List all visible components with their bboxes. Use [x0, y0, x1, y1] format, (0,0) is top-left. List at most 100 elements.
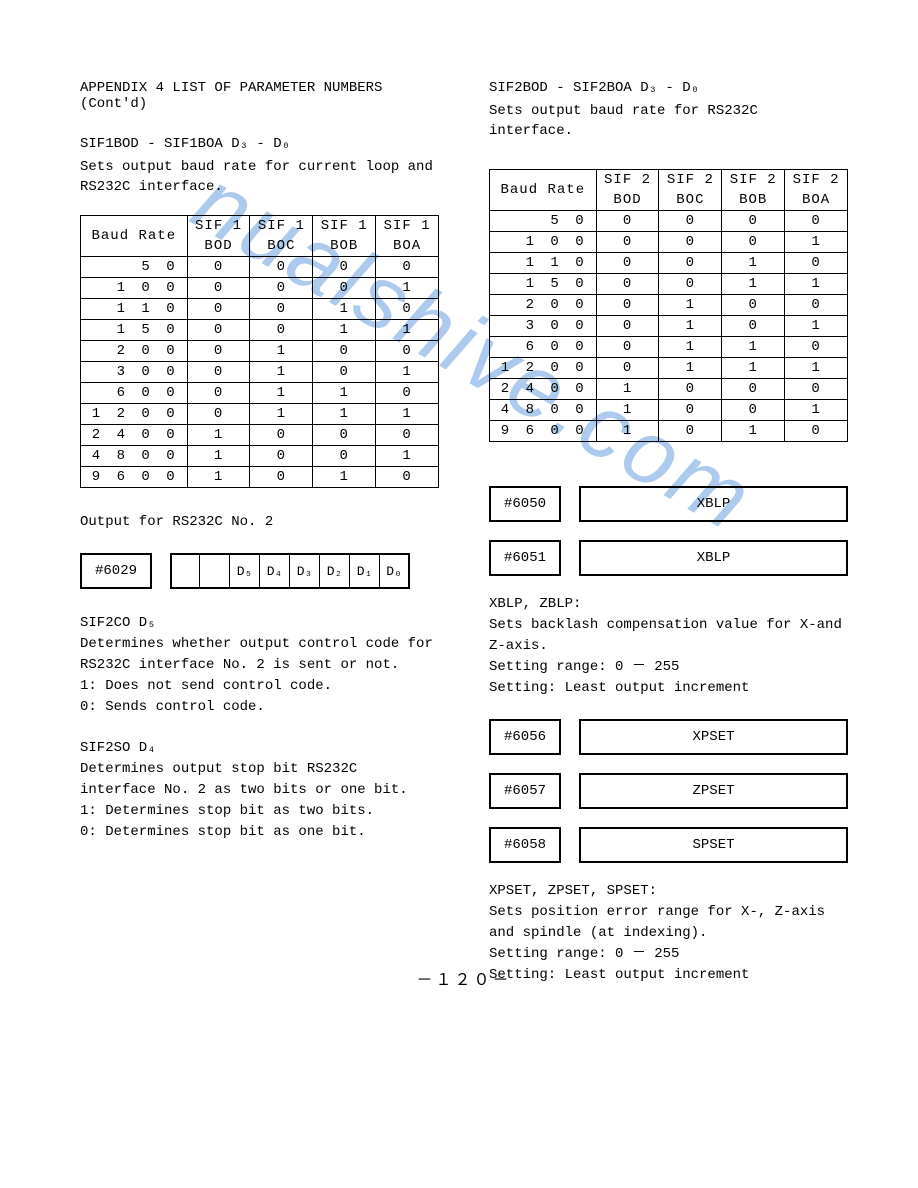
table-cell: 1: [313, 383, 376, 404]
table-cell: 1 5 0: [490, 274, 597, 295]
table-cell: 1: [596, 400, 659, 421]
table-cell: 0: [785, 211, 848, 232]
baud-table-1: Baud Rate SIF 1 SIF 1 SIF 1 SIF 1 BOD BO…: [80, 215, 439, 488]
table-cell: 0: [376, 341, 439, 362]
table-cell: 1: [785, 358, 848, 379]
table-cell: 1 2 0 0: [490, 358, 597, 379]
param-num: #6057: [489, 773, 561, 809]
table-cell: 1 1 0: [490, 253, 597, 274]
table-cell: 1: [376, 446, 439, 467]
pset-title: XPSET, ZPSET, SPSET:: [489, 881, 848, 902]
table-cell: 0: [376, 425, 439, 446]
table-cell: 0: [659, 400, 722, 421]
table-cell: 1 5 0: [81, 320, 188, 341]
table-cell: 0: [596, 211, 659, 232]
table-cell: 1: [659, 316, 722, 337]
table-header: BOD: [596, 190, 659, 211]
table-header: Baud Rate: [81, 216, 188, 257]
table-cell: 0: [313, 257, 376, 278]
table-cell: 0: [187, 299, 250, 320]
table-cell: 0: [187, 362, 250, 383]
table-cell: 1 2 0 0: [81, 404, 188, 425]
baud-table-2: Baud Rate SIF 2 SIF 2 SIF 2 SIF 2 BOD BO…: [489, 169, 848, 442]
table-cell: 0: [250, 320, 313, 341]
table-cell: 0: [187, 278, 250, 299]
param-block-6056: #6056 XPSET: [489, 719, 848, 755]
table-cell: 2 4 0 0: [81, 425, 188, 446]
sif2so-desc: Determines output stop bit RS232C interf…: [80, 759, 439, 801]
table-header: BOB: [722, 190, 785, 211]
table-cell: 0: [722, 316, 785, 337]
table-cell: 0: [187, 257, 250, 278]
param-num: #6058: [489, 827, 561, 863]
table-cell: 6 0 0: [81, 383, 188, 404]
param-block-6051: #6051 XBLP: [489, 540, 848, 576]
table-cell: 0: [785, 337, 848, 358]
param-label: XBLP: [579, 486, 848, 522]
table-cell: 1: [659, 295, 722, 316]
param-label: ZPSET: [579, 773, 848, 809]
table-cell: 0: [785, 421, 848, 442]
bit-cell: D₃: [290, 553, 320, 589]
bit-cell: D₄: [260, 553, 290, 589]
xblp-setting: Setting: Least output increment: [489, 678, 848, 699]
bit-row-6029: #6029 D₅D₄D₃D₂D₁D₀: [80, 553, 439, 589]
table-cell: 0: [313, 362, 376, 383]
sif2so-opt1: 1: Determines stop bit as two bits.: [80, 801, 439, 822]
table-cell: 0: [722, 295, 785, 316]
right-column: SIF2BOD - SIF2BOA D₃ - D₀ Sets output ba…: [489, 80, 848, 1006]
table-cell: 1: [596, 379, 659, 400]
table-header: BOC: [659, 190, 722, 211]
table-cell: 0: [659, 253, 722, 274]
table-cell: 1: [250, 404, 313, 425]
table-cell: 1: [722, 337, 785, 358]
table-cell: 1: [785, 316, 848, 337]
table-cell: 1: [596, 421, 659, 442]
table-cell: 9 6 0 0: [490, 421, 597, 442]
table-cell: 0: [376, 383, 439, 404]
table-header: SIF 2: [722, 170, 785, 191]
sif2so-block: SIF2SO D₄ Determines output stop bit RS2…: [80, 738, 439, 843]
table-cell: 1: [785, 232, 848, 253]
table-cell: 0: [596, 358, 659, 379]
sif2-title: SIF2BOD - SIF2BOA D₃ - D₀: [489, 80, 848, 96]
table-cell: 0: [250, 467, 313, 488]
sif2so-opt0: 0: Determines stop bit as one bit.: [80, 822, 439, 843]
table-cell: 0: [250, 257, 313, 278]
sif1-desc: Sets output baud rate for current loop a…: [80, 158, 439, 197]
table-header: SIF 1: [187, 216, 250, 237]
table-cell: 0: [313, 425, 376, 446]
table-cell: 0: [785, 379, 848, 400]
page-number: －１２０－: [80, 966, 848, 990]
pset-desc: Sets position error range for X-, Z-axis…: [489, 902, 848, 944]
table-header: SIF 1: [313, 216, 376, 237]
table-cell: 0: [785, 253, 848, 274]
param-block-6058: #6058 SPSET: [489, 827, 848, 863]
table-header: BOC: [250, 236, 313, 257]
table-cell: 0: [313, 278, 376, 299]
table-cell: 1: [659, 337, 722, 358]
table-header: BOA: [376, 236, 439, 257]
table-cell: 4 8 0 0: [490, 400, 597, 421]
table-cell: 0: [313, 341, 376, 362]
table-cell: 3 0 0: [490, 316, 597, 337]
table-cell: 0: [313, 446, 376, 467]
table-header: SIF 1: [376, 216, 439, 237]
sif2co-opt0: 0: Sends control code.: [80, 697, 439, 718]
table-cell: 5 0: [490, 211, 597, 232]
xblp-desc: Sets backlash compensation value for X-a…: [489, 615, 848, 657]
bit-cell: D₂: [320, 553, 350, 589]
table-cell: 0: [187, 383, 250, 404]
table-cell: 1 0 0: [81, 278, 188, 299]
table-header: Baud Rate: [490, 170, 597, 211]
table-cell: 2 4 0 0: [490, 379, 597, 400]
table-cell: 0: [250, 425, 313, 446]
param-block-6057: #6057 ZPSET: [489, 773, 848, 809]
table-cell: 1: [187, 467, 250, 488]
table-cell: 1: [250, 362, 313, 383]
table-cell: 0: [596, 274, 659, 295]
output-for-label: Output for RS232C No. 2: [80, 512, 439, 533]
table-header: SIF 2: [785, 170, 848, 191]
table-cell: 0: [250, 278, 313, 299]
bit-cell: [200, 553, 230, 589]
